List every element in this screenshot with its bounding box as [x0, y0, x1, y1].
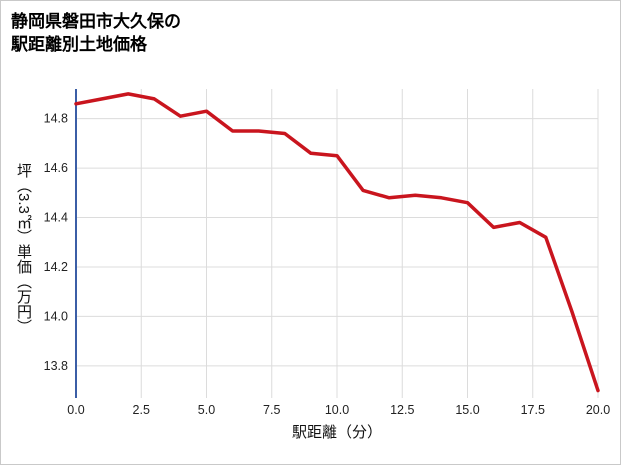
x-tick-label: 12.5: [390, 403, 414, 417]
y-tick-label: 14.6: [44, 161, 68, 175]
y-axis-title: 坪（3.3㎡）単価（万円）: [15, 163, 32, 334]
x-tick-label: 2.5: [133, 403, 150, 417]
x-tick-label: 0.0: [67, 403, 84, 417]
x-axis-title: 駅距離（分）: [291, 424, 382, 441]
y-tick-label: 14.8: [44, 112, 68, 126]
x-tick-label: 15.0: [455, 403, 479, 417]
price-line-series: [74, 92, 600, 393]
y-tick-label: 14.2: [44, 260, 68, 274]
x-tick-label: 10.0: [325, 403, 349, 417]
y-tick-label: 13.8: [44, 359, 68, 373]
y-tick-label: 14.0: [44, 309, 68, 323]
x-tick-label: 5.0: [198, 403, 215, 417]
chart-title-line1: 静岡県磐田市大久保の: [11, 12, 181, 31]
x-tick-label: 20.0: [586, 403, 610, 417]
chart-title: 静岡県磐田市大久保の 駅距離別土地価格: [11, 11, 181, 57]
x-tick-label: 17.5: [521, 403, 545, 417]
chart-title-line2: 駅距離別土地価格: [11, 34, 147, 54]
y-tick-label: 14.4: [44, 211, 68, 225]
x-tick-label: 7.5: [263, 403, 280, 417]
